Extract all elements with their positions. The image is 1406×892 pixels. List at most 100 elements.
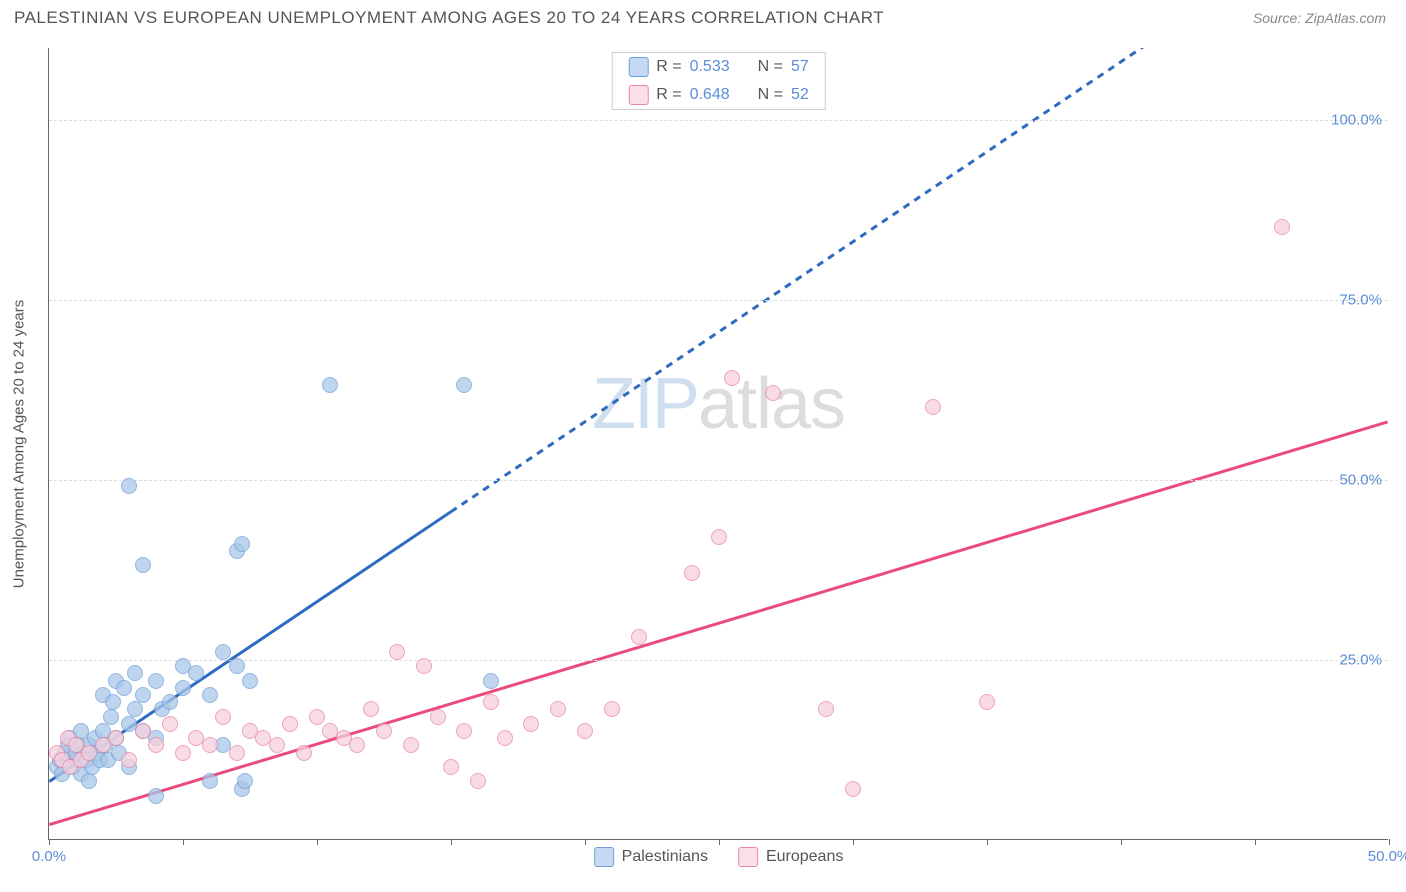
data-point — [202, 687, 218, 703]
watermark-atlas: atlas — [698, 364, 845, 444]
legend-swatch — [628, 57, 648, 77]
trend-lines-svg — [49, 48, 1388, 839]
x-tick — [853, 839, 854, 845]
data-point — [234, 536, 250, 552]
x-tick-label: 50.0% — [1368, 848, 1406, 865]
x-tick — [1255, 839, 1256, 845]
data-point — [604, 701, 620, 717]
x-tick — [719, 839, 720, 845]
data-point — [430, 709, 446, 725]
data-point — [309, 709, 325, 725]
data-point — [282, 716, 298, 732]
data-point — [135, 687, 151, 703]
gridline-horizontal — [49, 300, 1388, 301]
data-point — [242, 673, 258, 689]
data-point — [116, 680, 132, 696]
legend-stats-box: R = 0.533 N = 57 R = 0.648 N = 52 — [611, 52, 826, 110]
data-point — [403, 737, 419, 753]
data-point — [818, 701, 834, 717]
data-point — [684, 565, 700, 581]
legend-r-value: 0.648 — [690, 86, 730, 104]
legend-series: Palestinians Europeans — [594, 847, 844, 867]
data-point — [631, 629, 647, 645]
data-point — [349, 737, 365, 753]
data-point — [550, 701, 566, 717]
data-point — [175, 745, 191, 761]
trend-line — [49, 422, 1387, 825]
data-point — [470, 773, 486, 789]
legend-series-item: Palestinians — [594, 847, 708, 867]
chart-plot-area: Unemployment Among Ages 20 to 24 years Z… — [48, 48, 1388, 840]
data-point — [724, 370, 740, 386]
data-point — [121, 752, 137, 768]
data-point — [925, 399, 941, 415]
data-point — [765, 385, 781, 401]
data-point — [322, 377, 338, 393]
data-point — [202, 773, 218, 789]
data-point — [135, 557, 151, 573]
data-point — [483, 694, 499, 710]
legend-series-item: Europeans — [738, 847, 843, 867]
legend-stats-row: R = 0.533 N = 57 — [612, 53, 825, 81]
x-tick — [317, 839, 318, 845]
data-point — [148, 788, 164, 804]
legend-r-value: 0.533 — [690, 58, 730, 76]
x-tick — [183, 839, 184, 845]
watermark-zip: ZIP — [592, 364, 698, 444]
x-tick — [1121, 839, 1122, 845]
data-point — [497, 730, 513, 746]
data-point — [162, 716, 178, 732]
legend-n-label: N = — [758, 58, 783, 76]
data-point — [456, 723, 472, 739]
data-point — [188, 665, 204, 681]
legend-series-label: Europeans — [766, 848, 843, 866]
data-point — [523, 716, 539, 732]
data-point — [363, 701, 379, 717]
legend-swatch — [628, 85, 648, 105]
data-point — [121, 478, 137, 494]
legend-series-label: Palestinians — [622, 848, 708, 866]
legend-r-label: R = — [656, 86, 681, 104]
data-point — [269, 737, 285, 753]
data-point — [148, 673, 164, 689]
gridline-horizontal — [49, 480, 1388, 481]
y-tick-label: 50.0% — [1339, 472, 1382, 489]
data-point — [127, 665, 143, 681]
data-point — [135, 723, 151, 739]
chart-title: PALESTINIAN VS EUROPEAN UNEMPLOYMENT AMO… — [14, 8, 884, 28]
legend-stats-row: R = 0.648 N = 52 — [612, 81, 825, 109]
data-point — [215, 644, 231, 660]
data-point — [148, 737, 164, 753]
gridline-horizontal — [49, 120, 1388, 121]
x-tick — [451, 839, 452, 845]
data-point — [215, 709, 231, 725]
data-point — [202, 737, 218, 753]
y-tick-label: 25.0% — [1339, 652, 1382, 669]
data-point — [237, 773, 253, 789]
y-tick-label: 75.0% — [1339, 292, 1382, 309]
data-point — [81, 773, 97, 789]
data-point — [296, 745, 312, 761]
data-point — [483, 673, 499, 689]
data-point — [577, 723, 593, 739]
data-point — [456, 377, 472, 393]
legend-r-label: R = — [656, 58, 681, 76]
x-tick — [987, 839, 988, 845]
data-point — [162, 694, 178, 710]
trend-line — [451, 48, 1388, 512]
legend-n-value: 52 — [791, 86, 809, 104]
data-point — [105, 694, 121, 710]
legend-n-label: N = — [758, 86, 783, 104]
data-point — [127, 701, 143, 717]
gridline-horizontal — [49, 660, 1388, 661]
data-point — [979, 694, 995, 710]
legend-n-value: 57 — [791, 58, 809, 76]
data-point — [108, 730, 124, 746]
data-point — [416, 658, 432, 674]
y-axis-label: Unemployment Among Ages 20 to 24 years — [11, 299, 28, 588]
data-point — [175, 680, 191, 696]
x-tick — [49, 839, 50, 845]
title-bar: PALESTINIAN VS EUROPEAN UNEMPLOYMENT AMO… — [0, 0, 1406, 36]
x-tick — [585, 839, 586, 845]
data-point — [376, 723, 392, 739]
